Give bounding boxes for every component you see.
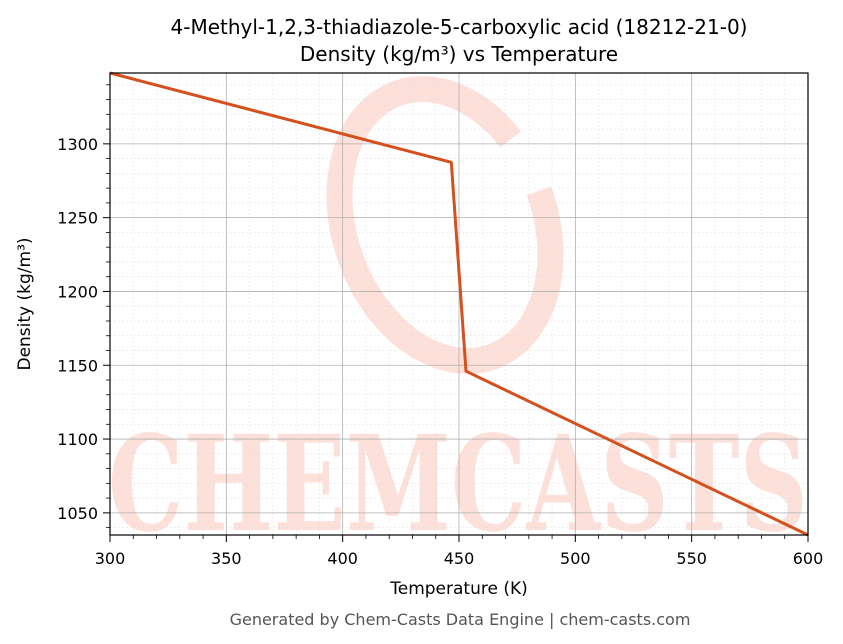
y-tick-label: 1300	[57, 135, 98, 154]
y-tick-label: 1050	[57, 504, 98, 523]
x-tick-label: 550	[676, 549, 707, 568]
y-tick-label: 1250	[57, 209, 98, 228]
footer-credit: Generated by Chem-Casts Data Engine | ch…	[230, 610, 691, 629]
x-axis-label: Temperature (K)	[389, 579, 528, 599]
x-tick-label: 350	[211, 549, 242, 568]
y-tick-label: 1200	[57, 282, 98, 301]
x-tick-label: 400	[327, 549, 358, 568]
x-tick-label: 450	[444, 549, 475, 568]
chart-subtitle: Density (kg/m³) vs Temperature	[300, 42, 618, 66]
y-axis-label: Density (kg/m³)	[15, 237, 35, 370]
x-tick-label: 600	[793, 549, 824, 568]
chart-title: 4-Methyl-1,2,3-thiadiazole-5-carboxylic …	[171, 15, 748, 39]
x-axis: 300 350 400 450 500 550 600	[95, 535, 824, 568]
x-tick-label: 300	[95, 549, 126, 568]
x-tick-label: 500	[560, 549, 591, 568]
y-tick-label: 1150	[57, 356, 98, 375]
density-series-line	[109, 71, 809, 537]
y-axis: 1050 1100 1150 1200 1250 1300	[57, 84, 110, 529]
chemcasts-watermark: CHEMCASTS	[108, 76, 808, 562]
y-tick-label: 1100	[57, 430, 98, 449]
